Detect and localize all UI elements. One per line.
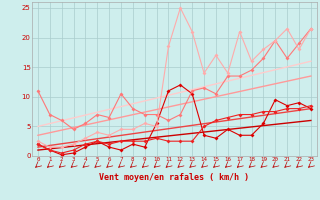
X-axis label: Vent moyen/en rafales ( km/h ): Vent moyen/en rafales ( km/h ) [100, 174, 249, 182]
